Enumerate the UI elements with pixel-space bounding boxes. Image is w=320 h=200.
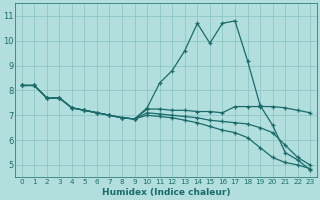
X-axis label: Humidex (Indice chaleur): Humidex (Indice chaleur): [102, 188, 230, 197]
